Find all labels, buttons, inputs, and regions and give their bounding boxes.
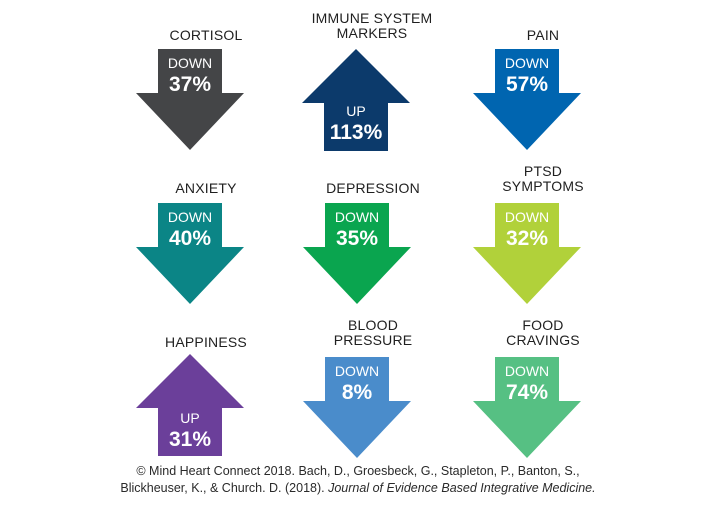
stat-label: BLOOD PRESSURE <box>293 318 453 348</box>
stat-happiness: HAPPINESS <box>136 335 276 495</box>
stat-label-line: IMMUNE SYSTEM <box>311 10 433 26</box>
stat-label: DEPRESSION <box>293 181 453 196</box>
direction-text: UP <box>346 103 366 119</box>
stat-label: PAIN <box>463 28 623 43</box>
down-arrow-icon <box>303 203 411 304</box>
stat-label-line: PRESSURE <box>333 332 413 348</box>
direction-text: DOWN <box>504 209 550 225</box>
down-arrow-icon <box>473 49 581 150</box>
stat-label: CORTISOL <box>126 28 286 43</box>
stat-immune-system-markers: IMMUNE SYSTEM MARKERS <box>302 11 442 171</box>
stat-label: PTSD SYMPTOMS <box>463 164 623 194</box>
citation-line-1: © Mind Heart Connect 2018. Bach, D., Gro… <box>136 464 580 478</box>
stat-label-line: PTSD <box>523 163 563 179</box>
stat-label: HAPPINESS <box>126 335 286 350</box>
citation-footer: © Mind Heart Connect 2018. Bach, D., Gro… <box>78 463 638 497</box>
down-arrow-icon <box>473 357 581 458</box>
stat-label-line: MARKERS <box>336 25 408 41</box>
direction-text: DOWN <box>167 209 213 225</box>
percent-text: 35% <box>335 227 379 250</box>
stat-depression: DEPRESSION <box>303 181 443 341</box>
direction-text: DOWN <box>167 55 213 71</box>
stat-label-line: ANXIETY <box>175 180 237 196</box>
down-arrow-icon <box>303 357 411 458</box>
percent-text: 8% <box>341 381 373 404</box>
direction-text: DOWN <box>334 209 380 225</box>
down-arrow-icon <box>136 203 244 304</box>
citation-journal: Journal of Evidence Based Integrative Me… <box>328 481 596 495</box>
citation-line-2: Blickheuser, K., & Church. D. (2018). Jo… <box>78 480 638 497</box>
stat-label-line: CRAVINGS <box>506 332 580 348</box>
direction-text: DOWN <box>504 363 550 379</box>
stat-pain: PAIN <box>473 28 613 188</box>
stat-label-line: BLOOD <box>347 317 398 333</box>
percent-text: 31% <box>168 428 212 451</box>
percent-text: 37% <box>168 73 212 96</box>
percent-text: 113% <box>329 121 383 144</box>
direction-text: DOWN <box>504 55 550 71</box>
stat-label-line: DEPRESSION <box>326 180 420 196</box>
down-arrow-icon <box>473 203 581 304</box>
stat-label: ANXIETY <box>126 181 286 196</box>
percent-text: 74% <box>505 381 549 404</box>
citation-authors: Blickheuser, K., & Church. D. (2018). <box>120 481 329 495</box>
stat-ptsd-symptoms: PTSD SYMPTOMS <box>473 164 613 324</box>
stat-label-line: HAPPINESS <box>165 334 247 350</box>
stat-label-line: SYMPTOMS <box>502 178 584 194</box>
direction-text: UP <box>180 410 200 426</box>
down-arrow-icon <box>136 49 244 150</box>
percent-text: 32% <box>505 227 549 250</box>
direction-text: DOWN <box>334 363 380 379</box>
percent-text: 40% <box>168 227 212 250</box>
stat-label-line: CORTISOL <box>169 27 243 43</box>
stat-anxiety: ANXIETY <box>136 181 276 341</box>
stat-food-cravings: FOOD CRAVINGS <box>473 318 613 478</box>
stat-label-line: FOOD <box>522 317 564 333</box>
stat-cortisol: CORTISOL <box>136 28 276 188</box>
stat-label: FOOD CRAVINGS <box>463 318 623 348</box>
stat-label: IMMUNE SYSTEM MARKERS <box>292 11 452 41</box>
stat-blood-pressure: BLOOD PRESSURE <box>303 318 443 478</box>
stat-label-line: PAIN <box>526 27 560 43</box>
up-arrow-icon <box>302 49 410 151</box>
up-arrow-icon <box>136 354 244 456</box>
percent-text: 57% <box>505 73 549 96</box>
